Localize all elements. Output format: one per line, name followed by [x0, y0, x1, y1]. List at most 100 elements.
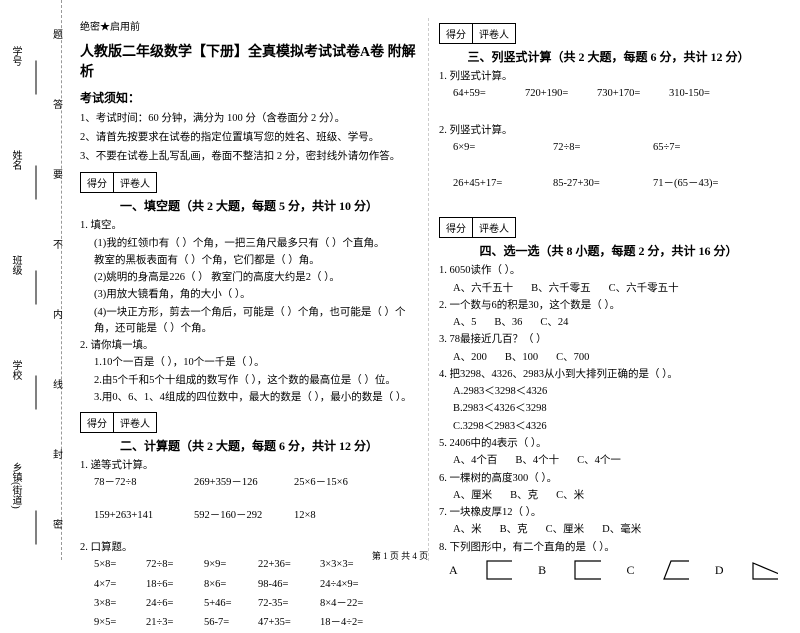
- c1r1-1: 592－160－292: [194, 508, 294, 524]
- ch4-b: B.2983＜4326＜3298: [439, 401, 778, 417]
- ch5-a: A、4个百: [453, 453, 497, 469]
- notice-header: 考试须知：: [80, 89, 418, 106]
- lbl-c: C: [627, 561, 635, 580]
- q1-l0: (1)我的红领巾有（ ）个角，一把三角尺最多只有（ ）个直角。: [80, 236, 418, 252]
- ch3-opts: A、200 B、100 C、700: [439, 350, 778, 366]
- q2: 2. 请你填一填。 1.10个一百是（ ），10个一千是（ ）。 2.由5个千和…: [80, 338, 418, 406]
- ch7-d: D、毫米: [602, 522, 641, 538]
- shape-parallelogram-icon: [663, 560, 689, 580]
- bind-line-2: [36, 271, 37, 305]
- c2r2-1: 24÷6=: [146, 596, 204, 612]
- ch1-opts: A、六千五十 B、六千零五 C、六千零五十: [439, 281, 778, 297]
- bind-lbl-4: 乡镇(街道): [8, 435, 23, 535]
- c1r0-2: 25×6－15×6: [294, 475, 394, 491]
- ch7-b: B、克: [500, 522, 528, 538]
- ch3-a: A、200: [453, 350, 487, 366]
- ch3-c: C、700: [556, 350, 589, 366]
- v1-2: 730+170=: [597, 86, 669, 102]
- binding-margin: 学号 姓名 班级 学校 乡镇(街道) 题答要不内线封密: [0, 0, 62, 560]
- ch6-c: C、米: [556, 488, 584, 504]
- q1-l1: 教室的黑板表面有（ ）个角，它们都是（ ）角。: [80, 253, 418, 269]
- vert2-r0: 6×9= 72÷8= 65÷7=: [439, 140, 778, 158]
- c1r1-0: 159+263+141: [94, 508, 194, 524]
- c2r2-2: 5+46=: [204, 596, 258, 612]
- calc1-r0: 78－72÷8 269+359－126 25×6－15×6: [80, 475, 418, 493]
- section-2-title: 二、计算题（共 2 大题，每题 6 分，共计 12 分）: [80, 437, 418, 454]
- ch7-c: C、厘米: [546, 522, 585, 538]
- q1-stem: 1. 填空。: [80, 218, 418, 234]
- ch1-a: A、六千五十: [453, 281, 513, 297]
- page-footer: 第 1 页 共 4 页: [0, 549, 800, 562]
- shape-row: A B C D: [439, 560, 778, 580]
- seal-char: 题: [53, 26, 63, 41]
- vert2-r1: 26+45+17= 85-27+30= 71－(65－43)=: [439, 176, 778, 194]
- c1r1-2: 12×8: [294, 508, 394, 524]
- v2r1-2: 71－(65－43)=: [653, 176, 753, 192]
- score-box-2: 得分 评卷人: [80, 412, 157, 433]
- vert1-r0: 64+59= 720+190= 730+170= 310-150=: [439, 86, 778, 104]
- score-defen-3: 得分: [440, 24, 473, 43]
- ch2-opts: A、5 B、36 C、24: [439, 315, 778, 331]
- q2-l2: 3.用0、6、1、4组成的四位数中，最大的数是（ ），最小的数是（ ）。: [80, 390, 418, 406]
- bind-lbl-3: 学校: [8, 320, 23, 420]
- c2r2-3: 72-35=: [258, 596, 320, 612]
- left-column: 绝密★启用前 人教版二年级数学【下册】全真模拟考试试卷A卷 附解析 考试须知： …: [70, 18, 429, 561]
- ch7-a: A、米: [453, 522, 482, 538]
- calc2-r2: 3×8= 24÷6= 5+46= 72-35= 8×4－22=: [80, 596, 418, 614]
- ch5: 5. 2406中的4表示（ ）。: [439, 436, 778, 452]
- ch5-opts: A、4个百 B、4个十 C、4个一: [439, 453, 778, 469]
- notice-2: 2、请首先按要求在试卷的指定位置填写您的姓名、班级、学号。: [80, 130, 418, 146]
- bind-line-4: [36, 511, 37, 545]
- v2r1-0: 26+45+17=: [453, 176, 553, 192]
- q1: 1. 填空。 (1)我的红领巾有（ ）个角，一把三角尺最多只有（ ）个直角。 教…: [80, 218, 418, 337]
- lbl-a: A: [449, 561, 458, 580]
- score-defen-4: 得分: [440, 218, 473, 237]
- ch2: 2. 一个数与6的积是30，这个数是（ ）。: [439, 298, 778, 314]
- ch6: 6. 一棵树的高度300（ ）。: [439, 471, 778, 487]
- section-4-title: 四、选一选（共 8 小题，每题 2 分，共计 16 分）: [439, 242, 778, 259]
- c2r1-1: 18÷6=: [146, 577, 204, 593]
- calc1-r1: 159+263+141 592－160－292 12×8: [80, 508, 418, 526]
- ch5-c: C、4个一: [577, 453, 621, 469]
- score-box-3: 得分 评卷人: [439, 23, 516, 44]
- vert1: 1. 列竖式计算。 64+59= 720+190= 730+170= 310-1…: [439, 69, 778, 105]
- q2-stem: 2. 请你填一填。: [80, 338, 418, 354]
- calc2-r3: 9×5= 21÷3= 56-7= 47+35= 18－4÷2=: [80, 615, 418, 633]
- v1-0: 64+59=: [453, 86, 525, 102]
- c1r0-0: 78－72÷8: [94, 475, 194, 491]
- bind-line-3: [36, 376, 37, 410]
- seal-char: 答: [53, 96, 63, 111]
- c2r3-1: 21÷3=: [146, 615, 204, 631]
- ch4: 4. 把3298、4326、2983从小到大排列正确的是（ ）。: [439, 367, 778, 383]
- calc1: 1. 递等式计算。 78－72÷8 269+359－126 25×6－15×6 …: [80, 458, 418, 526]
- c2r1-3: 98-46=: [258, 577, 320, 593]
- page: 绝密★启用前 人教版二年级数学【下册】全真模拟考试试卷A卷 附解析 考试须知： …: [0, 0, 800, 565]
- ch6-b: B、克: [510, 488, 538, 504]
- score-defen: 得分: [81, 173, 114, 192]
- c2r3-4: 18－4÷2=: [320, 615, 398, 631]
- score-marker: 评卷人: [114, 173, 156, 192]
- seal-char: 要: [53, 166, 63, 181]
- exam-title: 人教版二年级数学【下册】全真模拟考试试卷A卷 附解析: [80, 41, 418, 81]
- bind-line-1: [36, 166, 37, 200]
- seal-char: 不: [53, 236, 63, 251]
- ch4-c: C.3298＜2983＜4326: [439, 419, 778, 435]
- q1-l2: (2)姚明的身高是226（ ） 教室门的高度大约是2（ ）。: [80, 270, 418, 286]
- c2r2-4: 8×4－22=: [320, 596, 398, 612]
- choice-list: 1. 6050读作（ ）。 A、六千五十 B、六千零五 C、六千零五十 2. 一…: [439, 263, 778, 580]
- score-box-4: 得分 评卷人: [439, 217, 516, 238]
- vert2: 2. 列竖式计算。 6×9= 72÷8= 65÷7= 26+45+17= 85-…: [439, 123, 778, 195]
- notice-3: 3、不要在试卷上乱写乱画，卷面不整洁扣 2 分，密封线外请勿作答。: [80, 149, 418, 165]
- score-marker-2: 评卷人: [114, 413, 156, 432]
- q2-l0: 1.10个一百是（ ），10个一千是（ ）。: [80, 355, 418, 371]
- right-column: 得分 评卷人 三、列竖式计算（共 2 大题，每题 6 分，共计 12 分） 1.…: [429, 18, 788, 561]
- section-3-title: 三、列竖式计算（共 2 大题，每题 6 分，共计 12 分）: [439, 48, 778, 65]
- seal-char: 密: [53, 516, 63, 531]
- ch3: 3. 78最接近几百？（ ）: [439, 332, 778, 348]
- v1-1: 720+190=: [525, 86, 597, 102]
- v2r0-0: 6×9=: [453, 140, 553, 156]
- ch2-c: C、24: [540, 315, 568, 331]
- bind-lbl-1: 姓名: [8, 110, 23, 210]
- bind-line-0: [36, 61, 37, 95]
- c2r1-2: 8×6=: [204, 577, 258, 593]
